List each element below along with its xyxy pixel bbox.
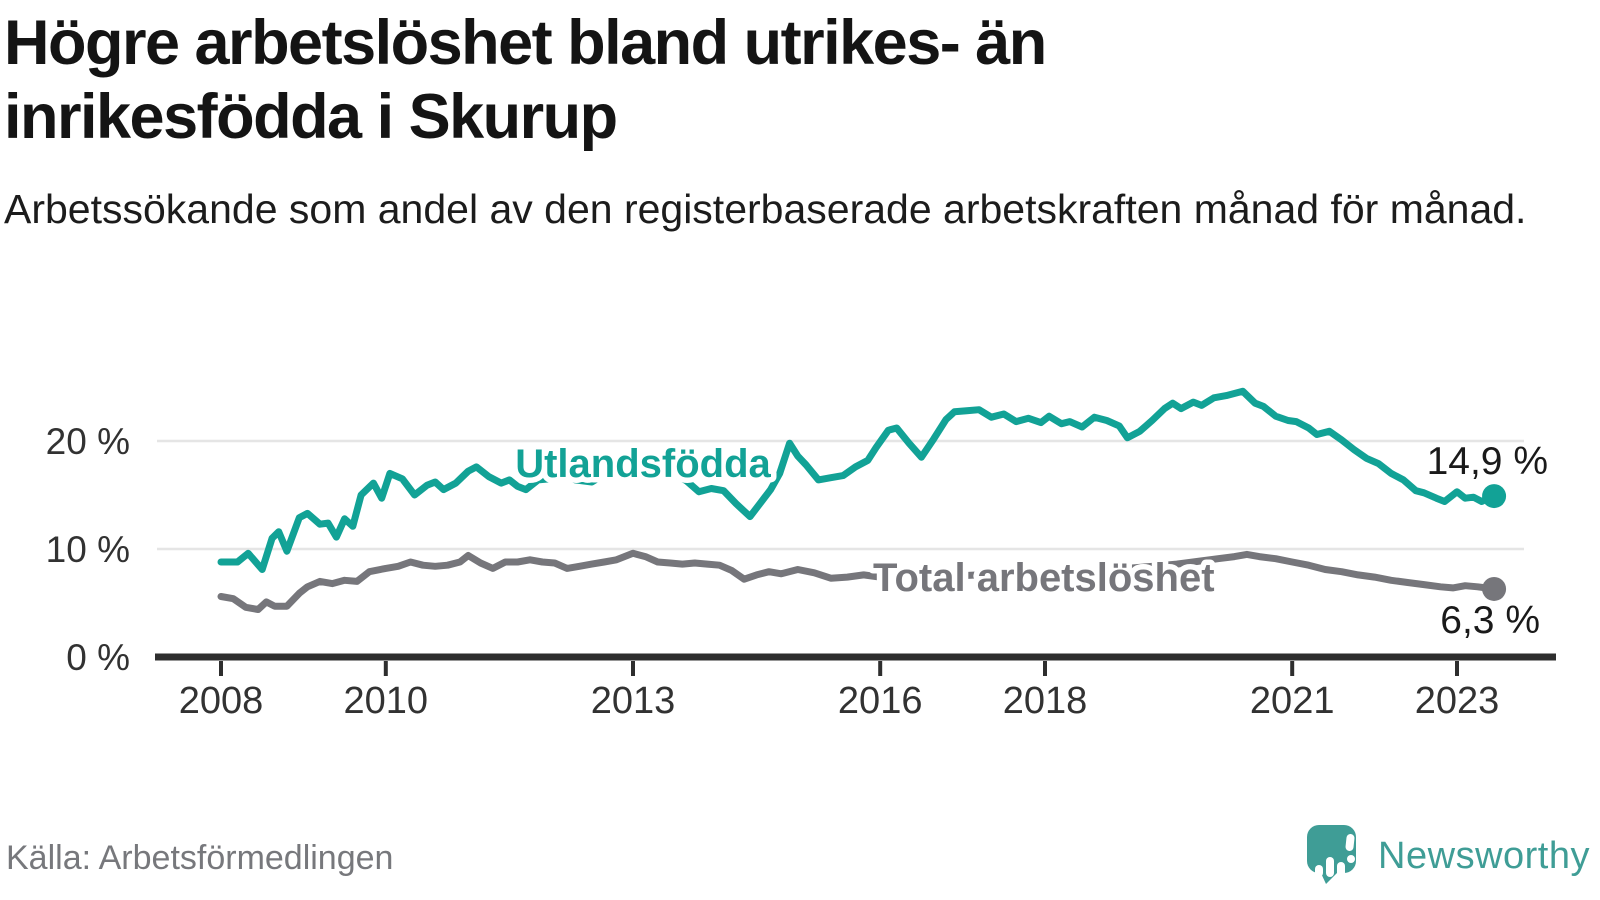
y-tick-label-0: 0 %: [66, 637, 130, 678]
newsworthy-logo-icon: [1307, 825, 1357, 887]
x-tick-label-2021: 2021: [1250, 680, 1335, 722]
brand-name: Newsworthy: [1378, 834, 1590, 877]
series-label-total-arbetsloshet: Total arbetslöshet: [873, 556, 1215, 600]
x-tick-label-2016: 2016: [838, 680, 923, 722]
logo-bar-icon: [1326, 857, 1335, 877]
page-title: Högre arbetslöshet bland utrikes- än inr…: [4, 8, 1047, 153]
chart-subtitle: Arbetssökande som andel av den registerb…: [4, 186, 1527, 232]
end-dot-utlandsfodda: [1482, 484, 1507, 509]
logo-exclamation-dot-icon: [1347, 855, 1356, 863]
brand-footer: Newsworthy: [1307, 820, 1590, 892]
x-tick-label-2018: 2018: [1003, 680, 1088, 722]
series-label-utlandsfodda: Utlandsfödda: [515, 442, 771, 486]
series-line-utlandsfodda: [217, 387, 1498, 573]
end-value-label-total-arbetsloshet: 6,3 %: [1440, 599, 1540, 642]
source-note: Källa: Arbetsförmedlingen: [6, 839, 394, 877]
x-tick-label-2023: 2023: [1415, 680, 1500, 722]
end-value-label-utlandsfodda: 14,9 %: [1427, 440, 1548, 483]
end-dot-total-arbetsloshet: [1482, 576, 1507, 601]
x-tick-label-2013: 2013: [591, 680, 676, 722]
speech-bubble-tail: [1320, 871, 1340, 884]
logo-bar-icon: [1315, 865, 1324, 877]
y-tick-label-20: 20 %: [46, 421, 130, 462]
x-tick-label-2008: 2008: [179, 680, 264, 722]
series-line-total-arbetsloshet: [217, 549, 1498, 613]
x-tick-label-2010: 2010: [344, 680, 429, 722]
y-tick-label-10: 10 %: [46, 529, 130, 570]
logo-bar-icon: [1337, 862, 1346, 877]
